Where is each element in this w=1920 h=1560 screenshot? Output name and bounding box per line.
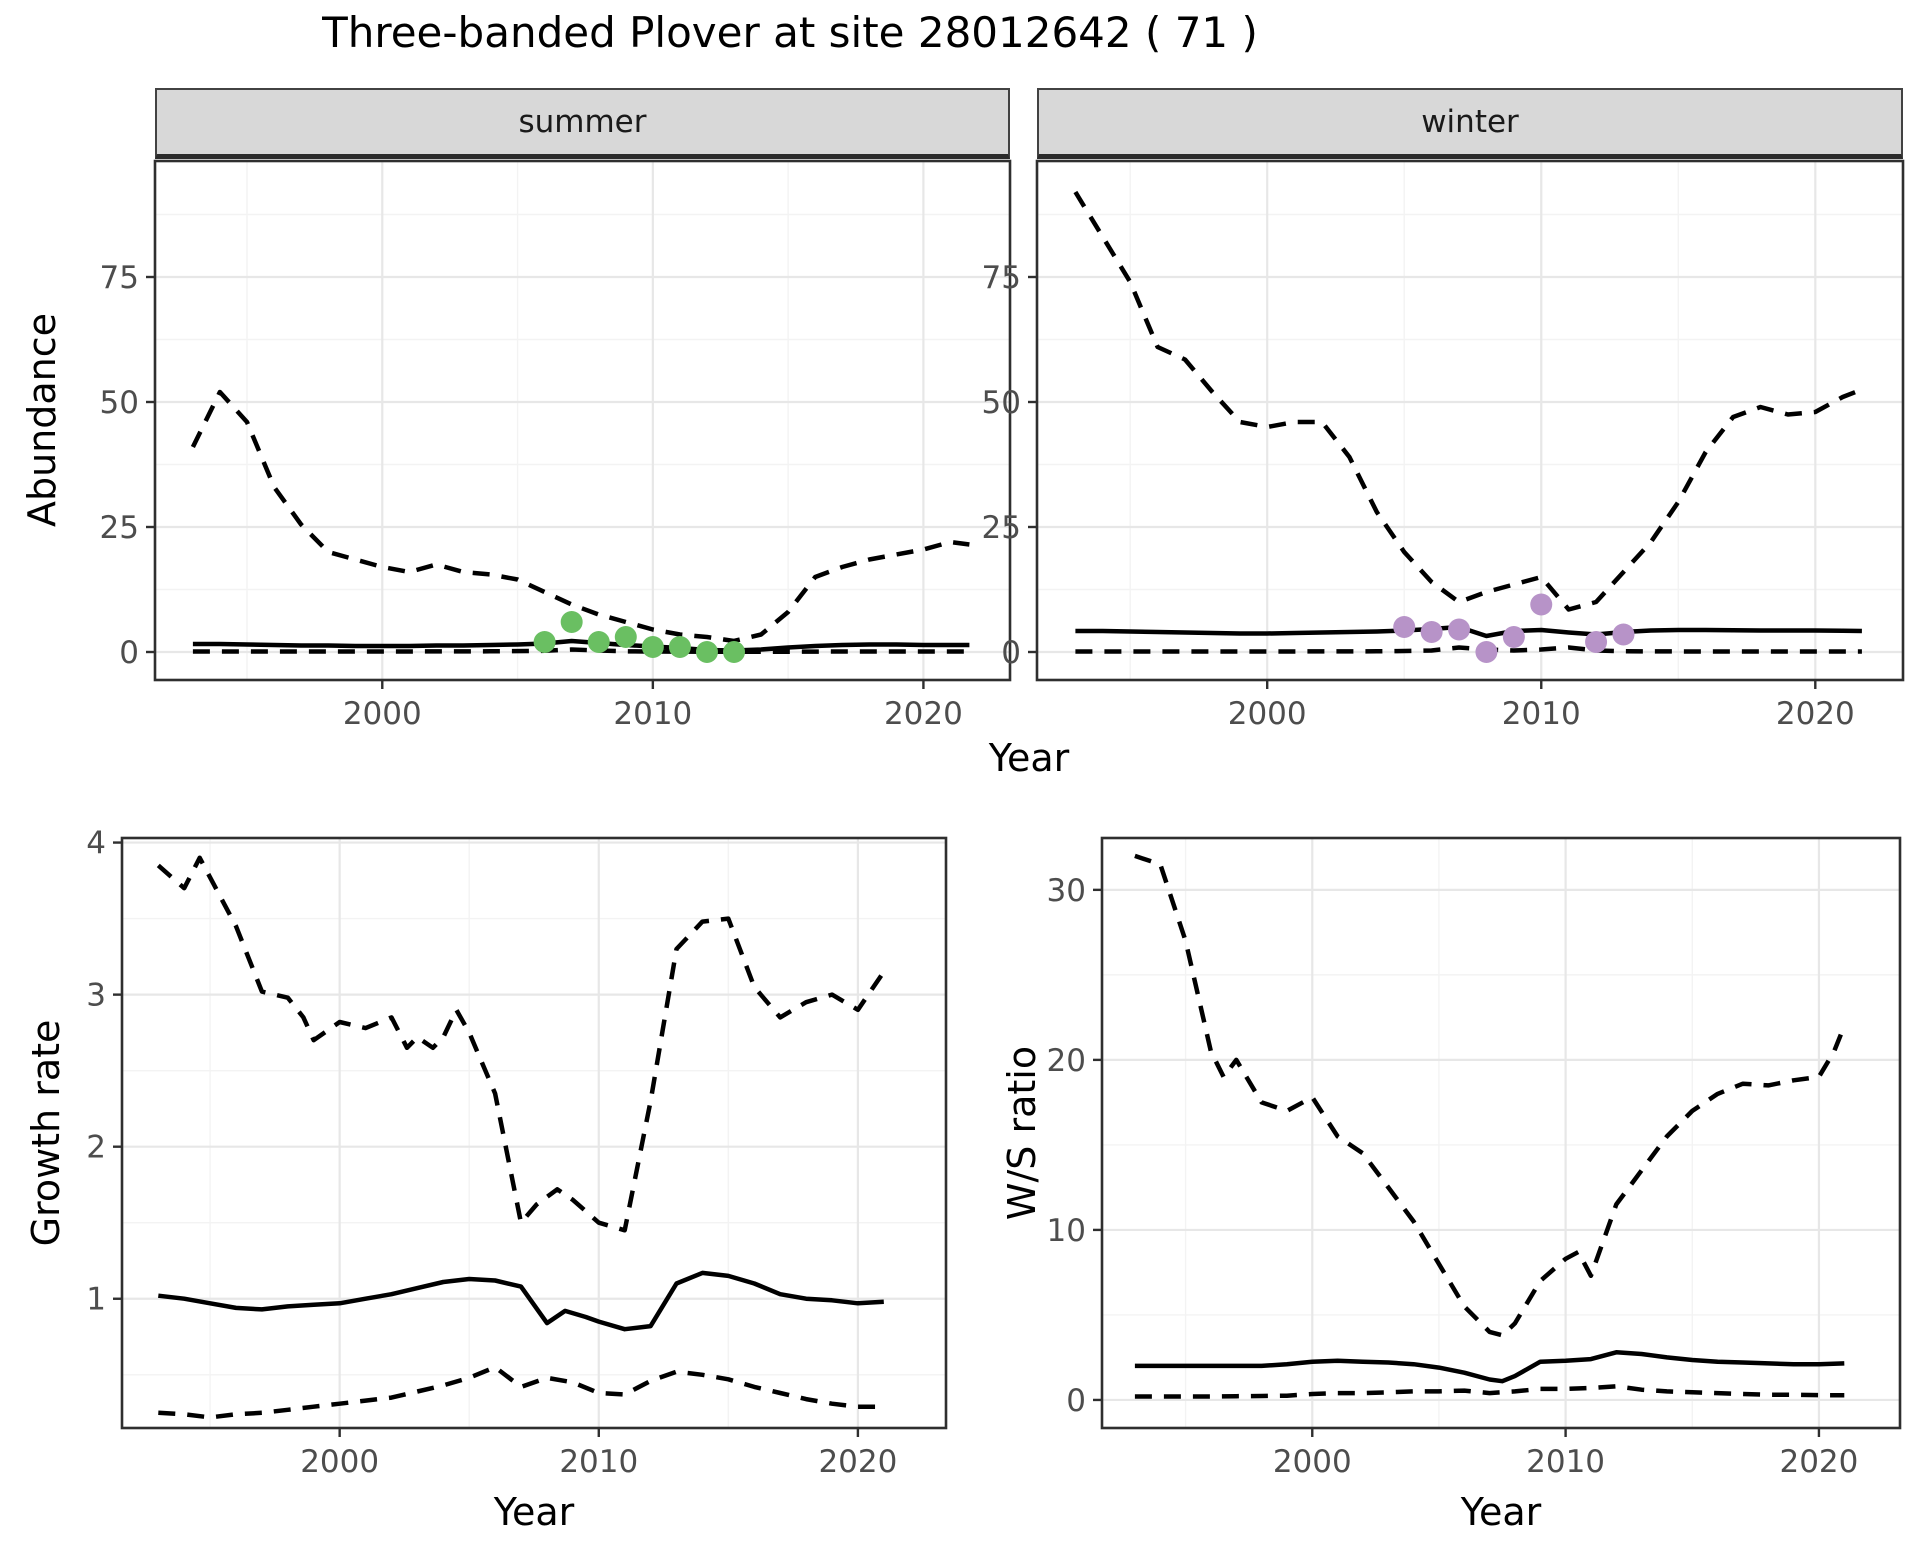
y-tick-label: 3: [86, 978, 106, 1014]
x-axis-title-year-top: Year: [988, 736, 1070, 780]
panel-abundance-summer: 2000 2010 2020 0 25 50 75: [100, 159, 1012, 732]
x-tick-label: 2000: [300, 1444, 379, 1480]
series-upper_95ci: [1134, 853, 1847, 1338]
panel-border: [153, 159, 1012, 682]
observed-counts-winter-point: [1475, 641, 1498, 663]
y-tick-label: 1: [86, 1282, 106, 1318]
panel-ws-ratio: 2000 2010 2020 0 10 20 30: [1047, 836, 1902, 1480]
x-tick-label: 2000: [343, 696, 422, 732]
observed-counts-summer-point: [614, 626, 637, 648]
panel-growth-rate: 2000 2010 2020 1 2 3 4: [86, 826, 948, 1480]
y-tick-label: 2: [86, 1130, 106, 1166]
observed-counts-summer-point: [560, 611, 583, 633]
y-axis-title-growth-rate: Growth rate: [24, 1019, 68, 1247]
observed-counts-winter-point: [1420, 621, 1443, 643]
series-median: [1075, 624, 1862, 639]
x-tick-label: 2010: [613, 696, 692, 732]
y-tick-label: 75: [982, 260, 1021, 296]
y-tick-label: 50: [100, 385, 139, 421]
observed-counts-summer-point: [723, 641, 746, 663]
facet-strip-summer: summer: [155, 88, 1010, 159]
facet-strip-summer-label: summer: [518, 104, 647, 140]
observed-counts-summer-point: [641, 636, 664, 658]
x-tick-label: 2000: [1273, 1444, 1352, 1480]
x-tick-label: 2020: [1779, 1444, 1858, 1480]
series-lower_95ci: [1134, 1384, 1845, 1399]
observed-counts-summer-point: [533, 631, 556, 653]
y-tick-label: 25: [982, 510, 1021, 546]
series-median: [158, 1270, 884, 1332]
observed-counts-winter-point: [1612, 623, 1635, 646]
panel-abundance-winter: 2000 2010 2020 0 25 50 75: [982, 159, 1905, 732]
series-upper_95ci: [1073, 190, 1863, 612]
observed-counts-summer-point: [587, 631, 610, 653]
y-tick-label: 75: [100, 260, 139, 296]
series-upper_95ci: [156, 855, 886, 1233]
x-axis-title-year-bottom-left: Year: [493, 1490, 575, 1534]
y-tick-label: 4: [86, 826, 106, 862]
y-tick-label: 0: [1001, 635, 1021, 671]
x-tick-label: 2020: [884, 696, 963, 732]
observed-counts-winter-point: [1448, 618, 1471, 641]
x-axis-title-year-bottom-right: Year: [1460, 1490, 1542, 1534]
panel-border: [1035, 159, 1905, 682]
observed-counts-winter-point: [1585, 631, 1608, 653]
x-tick-label: 2010: [1502, 696, 1581, 732]
panel-border: [120, 836, 948, 1430]
y-tick-label: 50: [982, 385, 1021, 421]
series-median: [192, 638, 970, 653]
observed-counts-summer-point: [695, 641, 718, 663]
series-upper_95ci: [190, 389, 970, 644]
x-tick-label: 2020: [1776, 696, 1855, 732]
observed-counts-summer-point: [668, 636, 691, 658]
series-median: [1134, 1350, 1845, 1384]
x-tick-label: 2000: [1228, 696, 1307, 732]
observed-counts-winter-point: [1502, 626, 1525, 648]
chart-title: Three-banded Plover at site 28012642 ( 7…: [322, 8, 1258, 57]
y-axis-title-abundance: Abundance: [20, 312, 64, 528]
facet-strip-winter: winter: [1037, 88, 1903, 159]
y-tick-label: 0: [119, 635, 139, 671]
y-tick-label: 30: [1047, 873, 1086, 909]
y-tick-label: 25: [100, 510, 139, 546]
observed-counts-winter-point: [1393, 616, 1416, 638]
y-tick-label: 20: [1047, 1043, 1086, 1079]
x-tick-label: 2010: [1526, 1444, 1605, 1480]
y-tick-label: 0: [1066, 1383, 1086, 1419]
observed-counts-winter-point: [1530, 593, 1553, 616]
facet-strip-winter-label: winter: [1421, 104, 1519, 140]
series-lower_95ci: [1075, 645, 1862, 654]
y-axis-title-ws-ratio: W/S ratio: [1000, 1045, 1044, 1221]
series-lower_95ci: [192, 647, 970, 655]
x-tick-label: 2010: [559, 1444, 638, 1480]
y-tick-label: 10: [1047, 1213, 1086, 1249]
series-lower_95ci: [158, 1364, 884, 1420]
panel-border: [1100, 836, 1902, 1430]
x-tick-label: 2020: [818, 1444, 897, 1480]
